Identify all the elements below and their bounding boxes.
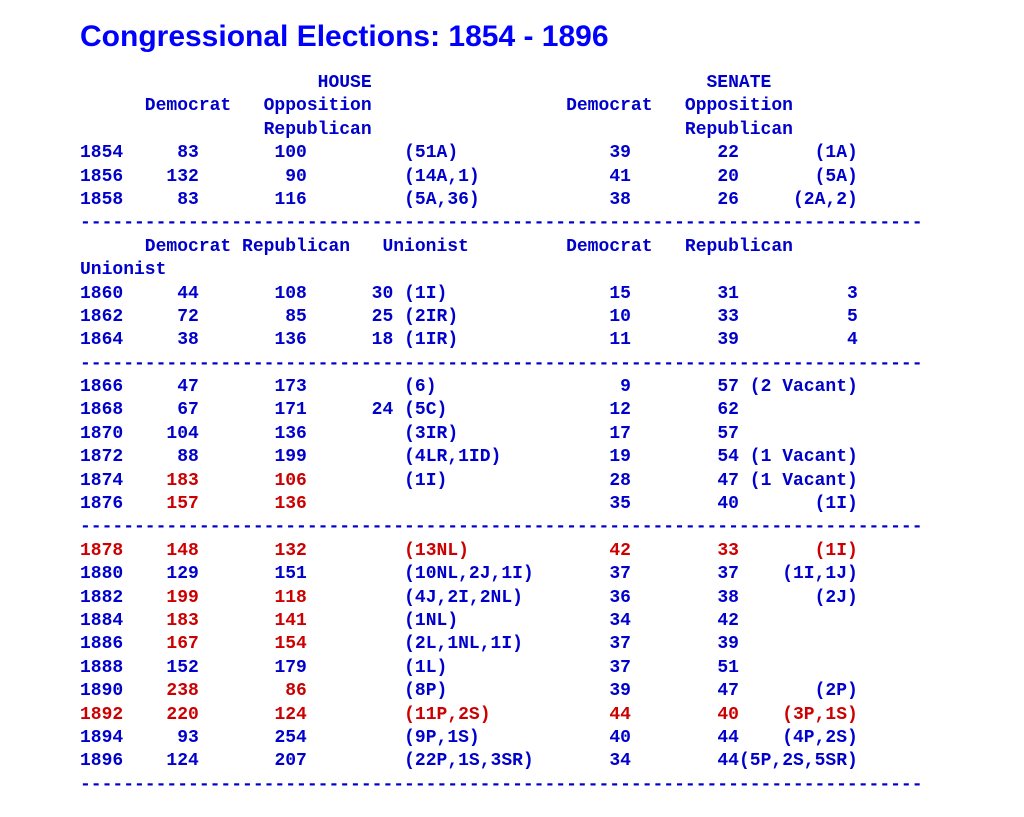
election-table: HOUSE SENATE Democrat Opposition Democra… <box>80 72 944 797</box>
page-title: Congressional Elections: 1854 - 1896 <box>80 20 944 54</box>
